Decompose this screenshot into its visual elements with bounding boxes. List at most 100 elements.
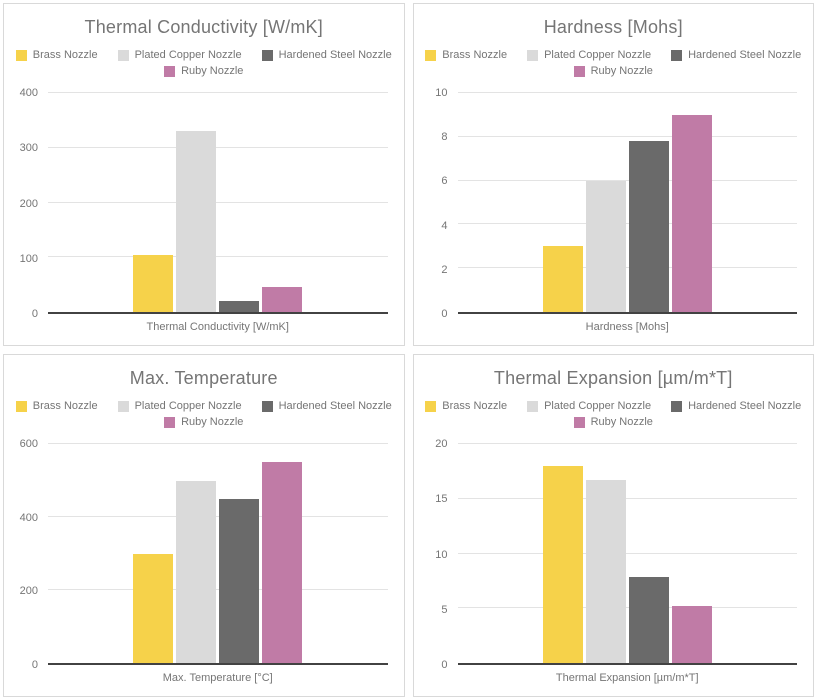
gridline bbox=[457, 179, 797, 181]
legend-swatch bbox=[15, 49, 27, 61]
legend-row: Brass Nozzle Plated Copper Nozzle Hardened… bbox=[425, 400, 801, 412]
chart-title: Max. Temperature bbox=[129, 368, 278, 388]
gridline bbox=[457, 552, 797, 554]
legend-row: Brass Nozzle Plated Copper Nozzle Hardened… bbox=[15, 49, 392, 61]
gridline bbox=[457, 443, 797, 444]
gridline bbox=[48, 443, 388, 444]
plot: 0 200 400 600 bbox=[14, 438, 388, 671]
bar-plated-copper-nozzle bbox=[176, 131, 217, 312]
y-tick-label: 4 bbox=[441, 219, 448, 232]
legend-item: Ruby Nozzle bbox=[164, 416, 243, 428]
legend-swatch bbox=[164, 416, 176, 428]
y-tick-label: 8 bbox=[441, 131, 448, 144]
plot: 0 5 10 15 20 bbox=[424, 438, 798, 671]
legend-label: Ruby Nozzle bbox=[181, 65, 244, 77]
legend-item: Ruby Nozzle bbox=[164, 65, 243, 77]
bar-ruby-nozzle bbox=[262, 462, 303, 663]
x-axis-label: Hardness [Mohs] bbox=[585, 321, 669, 333]
legend-label: Brass Nozzle bbox=[32, 400, 98, 412]
plot-area bbox=[48, 92, 388, 314]
y-tick-label: 0 bbox=[31, 308, 38, 320]
bar-brass-nozzle bbox=[133, 553, 174, 663]
legend-item: Hardened Steel Nozzle bbox=[671, 49, 801, 61]
plot-area bbox=[457, 92, 797, 314]
legend-swatch bbox=[527, 49, 539, 61]
legend-item: Brass Nozzle bbox=[15, 49, 98, 61]
gridline bbox=[457, 223, 797, 225]
legend: Brass Nozzle Plated Copper Nozzle Hardened… bbox=[4, 49, 404, 77]
legend-item: Plated Copper Nozzle bbox=[117, 49, 242, 61]
legend: Brass Nozzle Plated Copper Nozzle Hardened… bbox=[4, 400, 404, 428]
bar-group bbox=[458, 444, 798, 663]
bar-plated-copper-nozzle bbox=[585, 480, 626, 663]
legend-item: Plated Copper Nozzle bbox=[527, 49, 651, 61]
bar-group bbox=[48, 93, 388, 312]
bar-hardened-steel-nozzle bbox=[219, 301, 260, 312]
gridline bbox=[48, 256, 388, 258]
bar-hardened-steel-nozzle bbox=[628, 141, 669, 312]
bar-hardened-steel-nozzle bbox=[219, 498, 260, 663]
x-axis-label: Thermal Expansion [µm/m*T] bbox=[555, 672, 699, 684]
y-axis: 0 100 200 300 400 bbox=[14, 87, 48, 320]
y-tick-label: 2 bbox=[441, 263, 448, 276]
legend-label: Plated Copper Nozzle bbox=[134, 49, 242, 61]
legend-item: Ruby Nozzle bbox=[573, 65, 653, 77]
legend-row: Ruby Nozzle bbox=[573, 416, 653, 428]
chart-panel-max-temperature: Max. Temperature Brass Nozzle Plated Copp… bbox=[3, 354, 405, 697]
legend-item: Brass Nozzle bbox=[425, 400, 507, 412]
legend-label: Brass Nozzle bbox=[442, 400, 508, 412]
legend-item: Ruby Nozzle bbox=[573, 416, 653, 428]
plot: 0 100 200 300 400 bbox=[14, 87, 388, 320]
gridline bbox=[457, 607, 797, 609]
chart-title: Thermal Expansion [µm/m*T] bbox=[493, 368, 733, 388]
legend-swatch bbox=[671, 400, 683, 412]
y-tick-label: 0 bbox=[441, 659, 448, 671]
bar-ruby-nozzle bbox=[671, 606, 712, 663]
legend-swatch bbox=[573, 65, 585, 77]
bar-ruby-nozzle bbox=[262, 287, 303, 312]
chart-title: Thermal Conductivity [W/mK] bbox=[84, 17, 323, 37]
legend-swatch bbox=[117, 49, 129, 61]
y-axis: 0 200 400 600 bbox=[14, 438, 48, 671]
legend-swatch bbox=[261, 49, 273, 61]
legend-item: Plated Copper Nozzle bbox=[527, 400, 651, 412]
y-tick-label: 400 bbox=[19, 87, 38, 99]
legend-label: Hardened Steel Nozzle bbox=[278, 49, 392, 61]
legend-item: Plated Copper Nozzle bbox=[117, 400, 242, 412]
plot-area bbox=[48, 443, 388, 665]
legend: Brass Nozzle Plated Copper Nozzle Hardened… bbox=[414, 400, 814, 428]
legend-item: Hardened Steel Nozzle bbox=[261, 400, 392, 412]
gridline bbox=[48, 146, 388, 148]
bar-plated-copper-nozzle bbox=[176, 480, 217, 663]
legend-swatch bbox=[164, 65, 176, 77]
gridline bbox=[48, 201, 388, 203]
gridline bbox=[457, 135, 797, 137]
chart-panel-hardness: Hardness [Mohs] Brass Nozzle Plated Coppe… bbox=[412, 3, 814, 346]
chart-title: Hardness [Mohs] bbox=[543, 17, 683, 37]
plot-area bbox=[457, 443, 798, 665]
gridline bbox=[457, 497, 797, 499]
legend-label: Plated Copper Nozzle bbox=[544, 400, 652, 412]
legend-label: Brass Nozzle bbox=[442, 49, 508, 61]
y-tick-label: 200 bbox=[19, 197, 38, 210]
legend-swatch bbox=[117, 400, 129, 412]
gridline bbox=[48, 92, 388, 93]
legend-swatch bbox=[261, 400, 273, 412]
gridline bbox=[48, 516, 388, 518]
gridline bbox=[48, 589, 388, 591]
bar-brass-nozzle bbox=[542, 246, 583, 312]
y-tick-label: 0 bbox=[31, 659, 38, 671]
y-tick-label: 20 bbox=[435, 438, 448, 450]
legend-label: Ruby Nozzle bbox=[590, 65, 653, 77]
x-axis-label: Thermal Conductivity [W/mK] bbox=[146, 321, 289, 333]
gridline bbox=[457, 267, 797, 269]
legend: Brass Nozzle Plated Copper Nozzle Hardened… bbox=[414, 49, 814, 77]
y-tick-label: 0 bbox=[441, 308, 448, 320]
legend-swatch bbox=[425, 400, 437, 412]
legend-label: Hardened Steel Nozzle bbox=[688, 49, 802, 61]
chart-panel-thermal-conductivity: Thermal Conductivity [W/mK] Brass Nozzle… bbox=[3, 3, 405, 346]
legend-swatch bbox=[425, 49, 437, 61]
legend-row: Ruby Nozzle bbox=[164, 416, 243, 428]
bar-brass-nozzle bbox=[542, 465, 583, 663]
legend-label: Plated Copper Nozzle bbox=[544, 49, 652, 61]
